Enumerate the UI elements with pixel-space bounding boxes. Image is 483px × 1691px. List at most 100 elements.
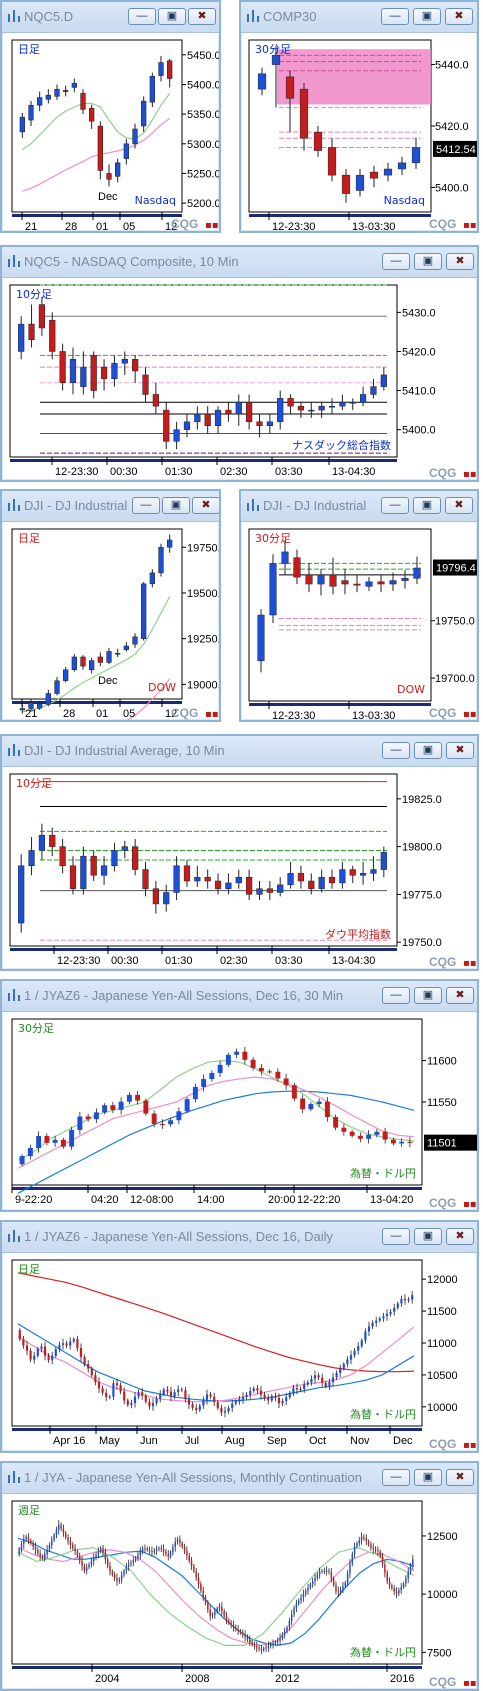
- candle-body: [274, 1395, 277, 1398]
- minimize-button[interactable]: —: [382, 742, 410, 759]
- minimize-button[interactable]: —: [381, 8, 409, 25]
- title-bar[interactable]: DJI - DJ Industrial ... — ▣ ✖: [2, 491, 219, 522]
- candle-body: [292, 1388, 295, 1393]
- candle-body: [223, 1611, 225, 1616]
- candle-body: [335, 1584, 337, 1592]
- candle-body: [393, 1307, 396, 1312]
- price-axis-label: 7500: [427, 1647, 451, 1659]
- close-button[interactable]: ✖: [192, 497, 219, 514]
- candle-body: [148, 1401, 151, 1407]
- candle-body: [192, 1086, 198, 1100]
- title-bar[interactable]: DJI - DJ Industrial ... — ▣ ✖: [241, 491, 477, 522]
- restore-button[interactable]: ▣: [414, 253, 442, 270]
- time-axis-label: 21: [25, 221, 37, 233]
- minimize-button[interactable]: —: [381, 497, 409, 514]
- minimize-button[interactable]: —: [382, 253, 410, 270]
- candle-body: [46, 1549, 48, 1555]
- price-chart[interactable]: 19750.0 19700.0 19796.4 12-23:30 13-03:30 30分…: [241, 491, 479, 722]
- title-bar[interactable]: NQC5.D — ▣ ✖: [2, 2, 219, 33]
- title-bar[interactable]: NQC5 - NASDAQ Composite, 10 Min — ▣ ✖: [2, 247, 477, 278]
- candle-body: [346, 1573, 349, 1583]
- candle-body: [45, 693, 51, 705]
- restore-button[interactable]: ▣: [162, 497, 190, 514]
- close-button[interactable]: ✖: [446, 253, 474, 270]
- minimize-button[interactable]: —: [128, 8, 156, 25]
- candle-body: [349, 1563, 351, 1574]
- close-button[interactable]: ✖: [446, 1228, 474, 1245]
- chart-app-icon: [8, 989, 20, 1001]
- close-button[interactable]: ✖: [446, 742, 474, 759]
- price-chart[interactable]: 11600 11550 11501 9-22:20 04:20 12-08:00 14:00…: [2, 981, 479, 1212]
- candle-body: [318, 405, 325, 411]
- candle-body: [308, 409, 315, 412]
- price-chart[interactable]: 5440.0 5420.0 5400.0 5412.54 12-23:30 13-03:3…: [241, 2, 479, 233]
- candle-body: [297, 1600, 300, 1604]
- close-button[interactable]: ✖: [445, 497, 473, 514]
- candle-body: [197, 1577, 200, 1585]
- candle-body: [90, 1368, 93, 1376]
- candle-body: [359, 394, 367, 403]
- candle-body: [59, 351, 66, 383]
- candle-body: [270, 1395, 273, 1401]
- candle-body: [244, 1634, 246, 1637]
- candle-body: [106, 173, 112, 180]
- candle-body: [80, 93, 86, 110]
- window-title: DJI - DJ Industrial ...: [24, 498, 129, 513]
- candle-body: [313, 1375, 317, 1379]
- minimize-button[interactable]: —: [382, 1228, 410, 1245]
- candle-body: [370, 386, 377, 395]
- candle-body: [160, 1548, 163, 1550]
- title-bar[interactable]: 1 / JYA - Japanese Yen-All Sessions, Mon…: [2, 1463, 477, 1494]
- candle-body: [111, 362, 118, 380]
- candle-body: [318, 876, 325, 889]
- instrument-label: DOW: [397, 683, 425, 696]
- candle-body: [283, 1631, 286, 1635]
- candle-body: [235, 1627, 237, 1629]
- close-button[interactable]: ✖: [446, 987, 474, 1004]
- price-axis-label: 19800.0: [402, 842, 442, 854]
- close-button[interactable]: ✖: [446, 1469, 474, 1486]
- minimize-button[interactable]: —: [382, 987, 410, 1004]
- chart-window-nqc5-10min: NQC5 - NASDAQ Composite, 10 Min — ▣ ✖ 54…: [0, 245, 479, 482]
- plot-area: [11, 1500, 423, 1665]
- title-bar[interactable]: COMP30 — ▣ ✖: [241, 2, 477, 33]
- price-chart[interactable]: 12000 11500 11000 10500 10000 Apr 16 May Jun Jul…: [2, 1222, 479, 1453]
- price-chart[interactable]: 19825.0 19800.0 19775.0 19750.0 12-23:30 00:3…: [2, 736, 479, 971]
- time-axis-label: 00:30: [110, 466, 138, 478]
- time-axis-label: 02:30: [220, 466, 248, 478]
- title-bar[interactable]: 1 / JYAZ6 - Japanese Yen-All Sessions, D…: [2, 981, 477, 1012]
- candle-body: [141, 1392, 144, 1396]
- candle-body: [101, 1388, 104, 1393]
- restore-button[interactable]: ▣: [414, 1469, 442, 1486]
- candle-body: [54, 1349, 57, 1356]
- candle-body: [288, 1392, 291, 1398]
- close-button[interactable]: ✖: [445, 8, 473, 25]
- candle-body: [118, 1101, 124, 1110]
- candle-body: [142, 374, 149, 395]
- price-chart[interactable]: 5450.0 5400.0 5350.0 5300.0 5250.0 5200.0 21 28…: [2, 2, 221, 233]
- candle-body: [285, 76, 295, 99]
- price-chart[interactable]: 5430.0 5420.0 5410.0 5400.0 12-23:30 00:30 01:…: [2, 247, 479, 482]
- session-bar: [12, 214, 182, 217]
- price-axis-label: 12500: [427, 1531, 458, 1543]
- minimize-button[interactable]: —: [132, 497, 160, 514]
- restore-button[interactable]: ▣: [414, 1228, 442, 1245]
- restore-button[interactable]: ▣: [158, 8, 186, 25]
- candle-body: [186, 1550, 188, 1556]
- title-bar[interactable]: DJI - DJ Industrial Average, 10 Min — ▣ …: [2, 736, 477, 767]
- session-bar: [10, 459, 397, 462]
- title-bar[interactable]: 1 / JYAZ6 - Japanese Yen-All Sessions, D…: [2, 1222, 477, 1253]
- candle-body: [295, 1388, 299, 1390]
- restore-button[interactable]: ▣: [414, 987, 442, 1004]
- minimize-button[interactable]: —: [382, 1469, 410, 1486]
- candle-body: [318, 1571, 321, 1575]
- price-chart[interactable]: 19750.0 19500.0 19250.0 19000.0 21 28 01 05 12 De…: [2, 491, 221, 722]
- candle-body: [257, 614, 265, 662]
- close-button[interactable]: ✖: [188, 8, 216, 25]
- restore-button[interactable]: ▣: [414, 742, 442, 759]
- restore-button[interactable]: ▣: [413, 497, 441, 514]
- restore-button[interactable]: ▣: [413, 8, 441, 25]
- candle-body: [399, 1141, 405, 1144]
- candle-body: [54, 680, 60, 694]
